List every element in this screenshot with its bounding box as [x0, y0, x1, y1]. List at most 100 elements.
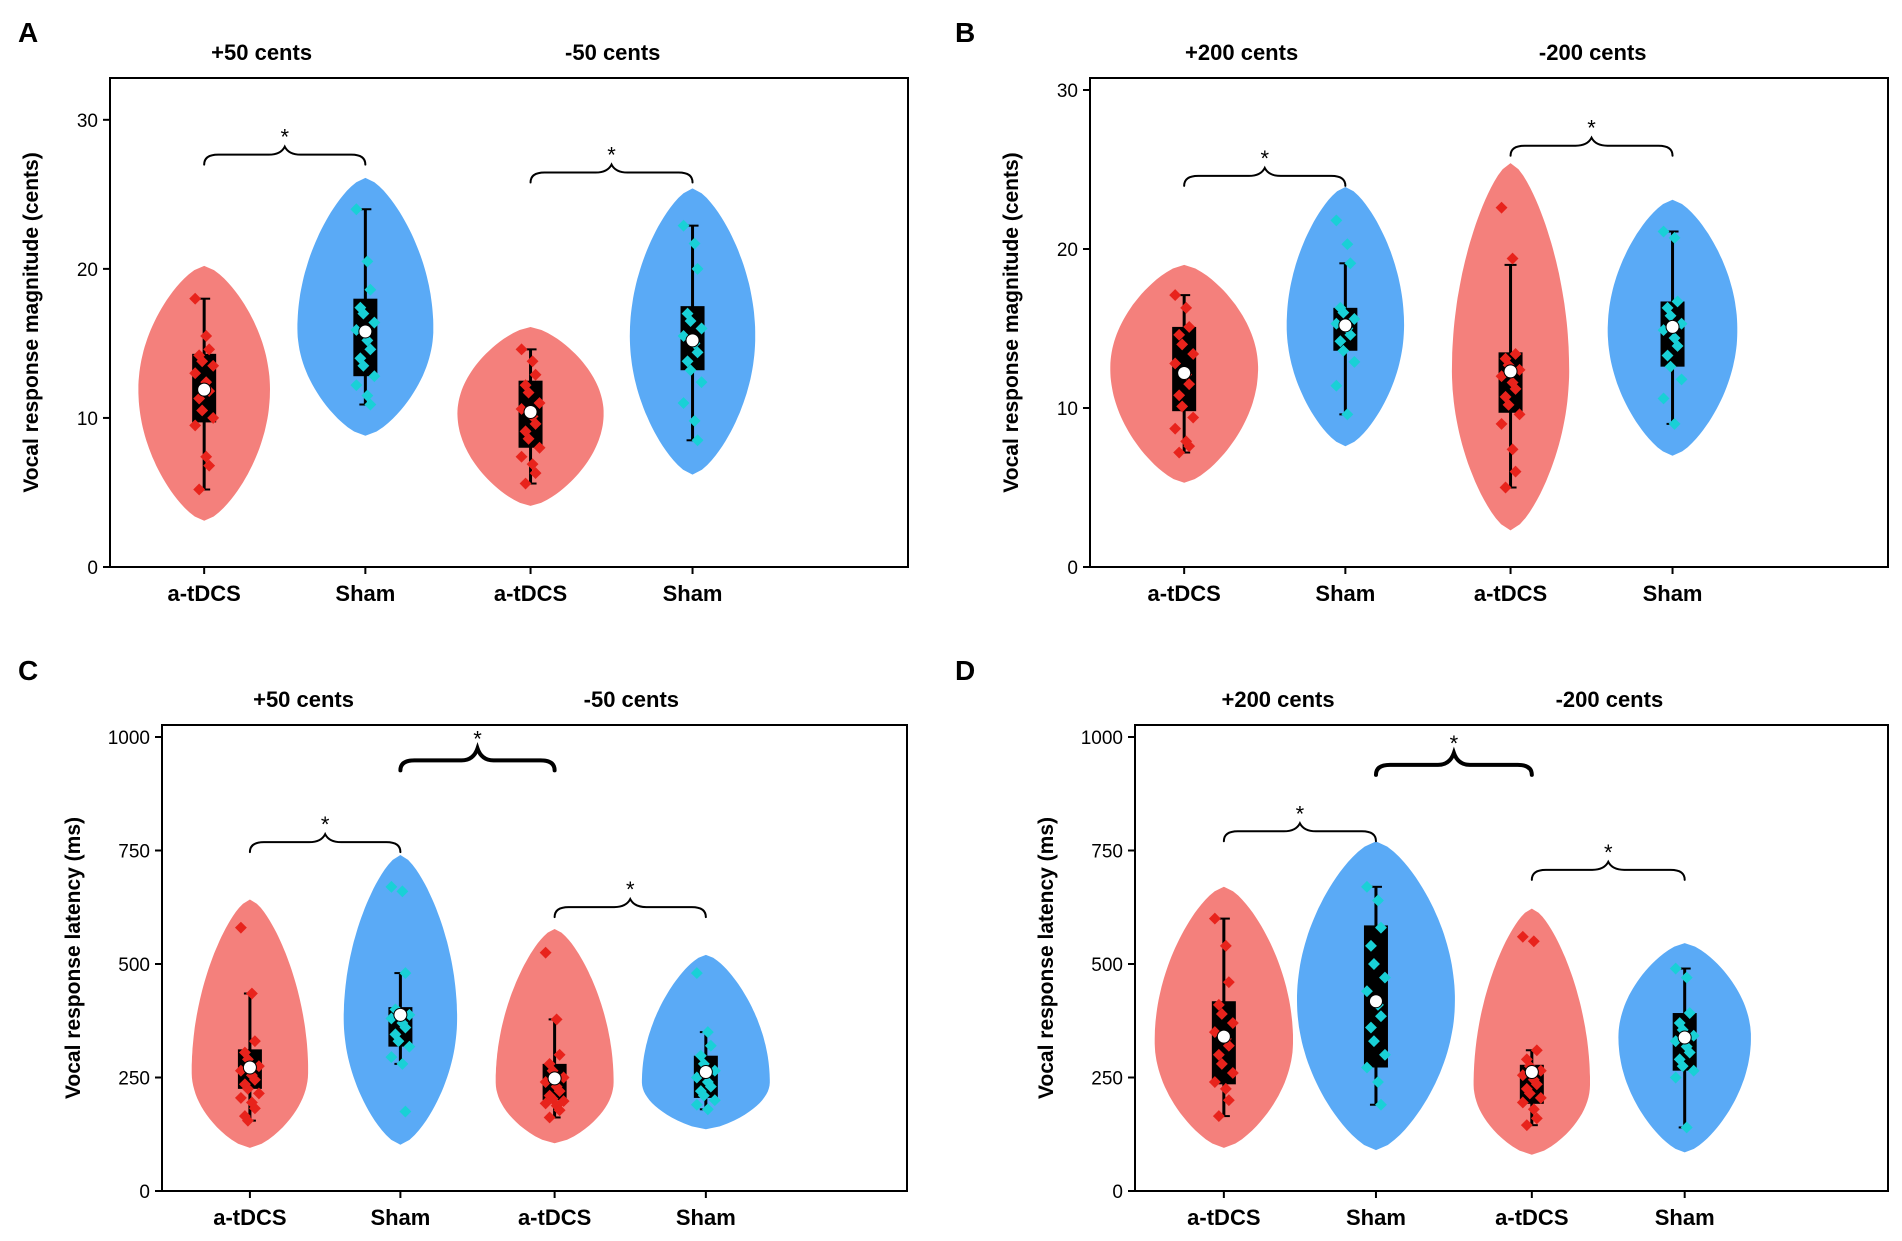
group-title: -200 cents [1556, 687, 1664, 712]
violin-0 [1110, 264, 1259, 483]
data-point [1530, 1044, 1543, 1057]
data-point [1530, 1112, 1543, 1125]
significance-brace [1183, 165, 1347, 187]
data-point [691, 262, 704, 275]
significance-annotation: * [203, 125, 367, 166]
x-tick-label: a-tDCS [494, 581, 567, 606]
violin-2 [495, 929, 614, 1144]
data-point [1680, 1121, 1693, 1134]
significance-star: * [280, 125, 289, 150]
data-point [1676, 1060, 1689, 1073]
violin-3 [1618, 943, 1751, 1153]
data-point [1215, 1008, 1228, 1020]
data-point [1365, 1021, 1377, 1034]
mean-marker [197, 382, 212, 397]
plot-frame [161, 724, 908, 1192]
significance-annotation: * [1222, 801, 1377, 843]
y-axis-label: Vocal response magnitude (cents) [1000, 152, 1023, 492]
data-point [1523, 1087, 1536, 1100]
violin-0 [191, 899, 309, 1148]
data-point [364, 283, 377, 296]
plot-frame [1134, 724, 1889, 1192]
data-point [1212, 1110, 1225, 1123]
data-point [684, 315, 697, 327]
data-point [701, 1026, 714, 1039]
data-point [1516, 1096, 1529, 1109]
significance-star: * [473, 726, 482, 751]
data-point [690, 1098, 703, 1111]
data-point [368, 370, 381, 383]
data-point [526, 355, 539, 368]
data-point [701, 1103, 714, 1116]
data-point [691, 346, 704, 359]
y-tick-label: 0 [139, 1182, 150, 1203]
data-point [1520, 1119, 1533, 1132]
group-title: +50 cents [253, 687, 354, 712]
significance-star: * [321, 812, 330, 837]
x-tick-label: a-tDCS [1147, 581, 1220, 606]
mean-marker [1338, 318, 1353, 333]
violin-1 [343, 855, 458, 1145]
significance-annotation: * [1509, 116, 1674, 157]
data-point [1219, 1082, 1232, 1095]
data-point [364, 343, 377, 356]
violin-2 [1473, 908, 1590, 1155]
data-point [681, 355, 694, 368]
significance-annotation: * [248, 812, 402, 854]
data-point [1372, 1076, 1384, 1088]
x-tick-label: Sham [663, 581, 723, 606]
data-point [385, 880, 398, 893]
data-point [361, 389, 374, 402]
x-tick-label: Sham [335, 581, 395, 606]
significance-star: * [1604, 840, 1613, 865]
data-point [1361, 985, 1373, 998]
group-title: +200 cents [1185, 40, 1298, 65]
plot-frame [1089, 77, 1889, 568]
panel-letter: A [18, 17, 38, 48]
group-title: +50 cents [211, 40, 312, 65]
data-point [1226, 1017, 1239, 1029]
data-point [529, 467, 542, 480]
data-point [1215, 1057, 1228, 1070]
data-point [708, 1094, 721, 1107]
data-point [1226, 1067, 1239, 1079]
violin-3 [1607, 199, 1738, 456]
mean-marker [1177, 366, 1192, 381]
data-point [245, 987, 258, 1000]
mean-marker [1677, 1030, 1692, 1045]
violin-3 [641, 954, 770, 1130]
y-axis-label: Vocal response latency (ms) [1035, 817, 1058, 1099]
x-tick-label: Sham [676, 1205, 736, 1230]
data-point [1379, 1048, 1391, 1061]
violin-0 [1154, 886, 1293, 1148]
significance-annotation: * [529, 143, 694, 184]
significance-annotation: * [398, 726, 557, 773]
data-point [1530, 1078, 1543, 1091]
data-point [361, 255, 374, 268]
data-point [688, 414, 701, 427]
y-tick-label: 10 [77, 409, 98, 430]
violin-1 [1297, 841, 1455, 1151]
data-point [1680, 971, 1693, 984]
x-tick-label: a-tDCS [1495, 1205, 1568, 1230]
significance-brace [529, 162, 694, 184]
data-point [1669, 1071, 1682, 1084]
significance-star: * [1450, 731, 1459, 756]
significance-annotation: * [553, 877, 707, 919]
data-point [1527, 1103, 1540, 1116]
mean-marker [393, 1007, 408, 1022]
data-point [539, 946, 552, 959]
group-title: +200 cents [1221, 687, 1334, 712]
data-point [1222, 976, 1235, 989]
x-tick-label: a-tDCS [213, 1205, 286, 1230]
y-tick-label: 0 [1067, 558, 1078, 579]
data-point [550, 1013, 563, 1026]
y-tick-label: 0 [87, 558, 98, 579]
mean-marker [547, 1071, 562, 1086]
y-tick-label: 1000 [1081, 728, 1123, 749]
y-tick-label: 500 [1091, 955, 1123, 976]
y-tick-label: 30 [1057, 81, 1078, 102]
x-tick-label: Sham [370, 1205, 430, 1230]
violin-0 [138, 265, 270, 521]
data-point [1208, 912, 1221, 925]
